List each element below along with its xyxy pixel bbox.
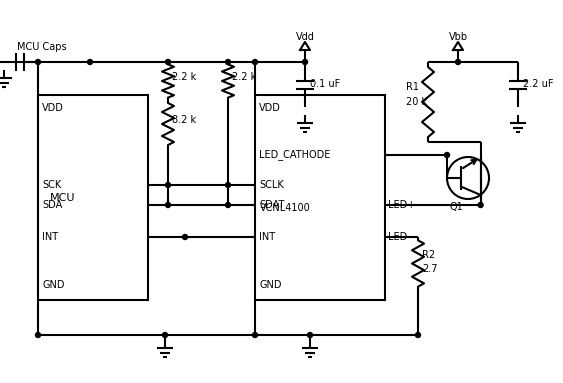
Text: GND: GND bbox=[259, 280, 282, 290]
Text: SCK: SCK bbox=[42, 180, 61, 190]
Text: R1: R1 bbox=[406, 82, 419, 92]
Circle shape bbox=[226, 203, 230, 208]
Text: INT: INT bbox=[259, 232, 275, 242]
Text: LED_CATHODE: LED_CATHODE bbox=[259, 149, 330, 160]
Text: SDA: SDA bbox=[42, 200, 62, 210]
Circle shape bbox=[415, 332, 421, 337]
Circle shape bbox=[307, 332, 312, 337]
Circle shape bbox=[252, 59, 257, 64]
Text: 2.2 k: 2.2 k bbox=[232, 72, 256, 82]
Text: MCU: MCU bbox=[50, 193, 75, 203]
Circle shape bbox=[252, 332, 257, 337]
Circle shape bbox=[182, 234, 187, 239]
Text: MCU Caps: MCU Caps bbox=[17, 42, 66, 52]
Text: VCNL4100: VCNL4100 bbox=[260, 203, 311, 213]
Text: SCLK: SCLK bbox=[259, 180, 284, 190]
Text: GND: GND bbox=[42, 280, 65, 290]
Text: VDD: VDD bbox=[259, 103, 281, 113]
Text: 8.2 k: 8.2 k bbox=[172, 115, 196, 125]
Text: 0.1 uF: 0.1 uF bbox=[310, 79, 340, 89]
Bar bbox=[255, 95, 385, 300]
Circle shape bbox=[302, 59, 307, 64]
Text: VDD: VDD bbox=[42, 103, 64, 113]
Text: SDAT: SDAT bbox=[259, 200, 284, 210]
Text: INT: INT bbox=[42, 232, 58, 242]
Text: 2.7: 2.7 bbox=[422, 264, 437, 274]
Circle shape bbox=[445, 152, 449, 157]
Circle shape bbox=[163, 332, 168, 337]
Circle shape bbox=[166, 203, 171, 208]
Circle shape bbox=[478, 203, 483, 208]
Text: 20 k: 20 k bbox=[406, 97, 427, 107]
Circle shape bbox=[35, 332, 41, 337]
Text: 2.2 uF: 2.2 uF bbox=[523, 79, 553, 89]
Circle shape bbox=[87, 59, 92, 64]
Circle shape bbox=[455, 59, 461, 64]
Circle shape bbox=[226, 183, 230, 188]
Text: Vbb: Vbb bbox=[449, 32, 467, 42]
Text: LED+: LED+ bbox=[388, 200, 415, 210]
Circle shape bbox=[166, 183, 171, 188]
Text: LED-: LED- bbox=[388, 232, 411, 242]
Text: R2: R2 bbox=[422, 250, 435, 260]
Circle shape bbox=[226, 59, 230, 64]
Text: Q1: Q1 bbox=[449, 202, 463, 212]
Circle shape bbox=[35, 59, 41, 64]
Text: 2.2 k: 2.2 k bbox=[172, 72, 196, 82]
Bar bbox=[38, 95, 148, 300]
Text: Vdd: Vdd bbox=[296, 32, 315, 42]
Circle shape bbox=[166, 59, 171, 64]
